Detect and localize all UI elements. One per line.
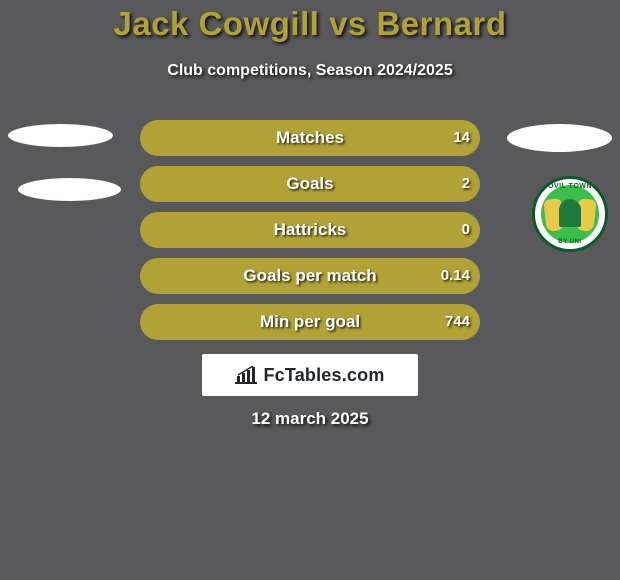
stat-value-right: 2 [462, 166, 470, 202]
stat-label: Goals per match [140, 258, 480, 294]
stat-row: Goals2 [0, 166, 620, 202]
stat-value-right: 0 [462, 212, 470, 248]
infographic-date: 12 march 2025 [0, 409, 620, 429]
stat-row: Matches14 [0, 120, 620, 156]
comparison-subtitle: Club competitions, Season 2024/2025 [0, 62, 620, 80]
brand-box: FcTables.com [202, 354, 418, 396]
bars-icon [235, 366, 257, 384]
stat-label: Matches [140, 120, 480, 156]
stat-value-right: 0.14 [441, 258, 470, 294]
stat-value-right: 14 [453, 120, 470, 156]
comparison-title: Jack Cowgill vs Bernard [0, 0, 620, 43]
stat-label: Hattricks [140, 212, 480, 248]
stat-value-right: 744 [445, 304, 470, 340]
stat-label: Min per goal [140, 304, 480, 340]
stat-label: Goals [140, 166, 480, 202]
stat-row: Goals per match0.14 [0, 258, 620, 294]
stat-row: Min per goal744 [0, 304, 620, 340]
infographic-canvas: Jack Cowgill vs Bernard Club competition… [0, 0, 620, 580]
stat-row: Hattricks0 [0, 212, 620, 248]
brand-text: FcTables.com [263, 365, 384, 386]
